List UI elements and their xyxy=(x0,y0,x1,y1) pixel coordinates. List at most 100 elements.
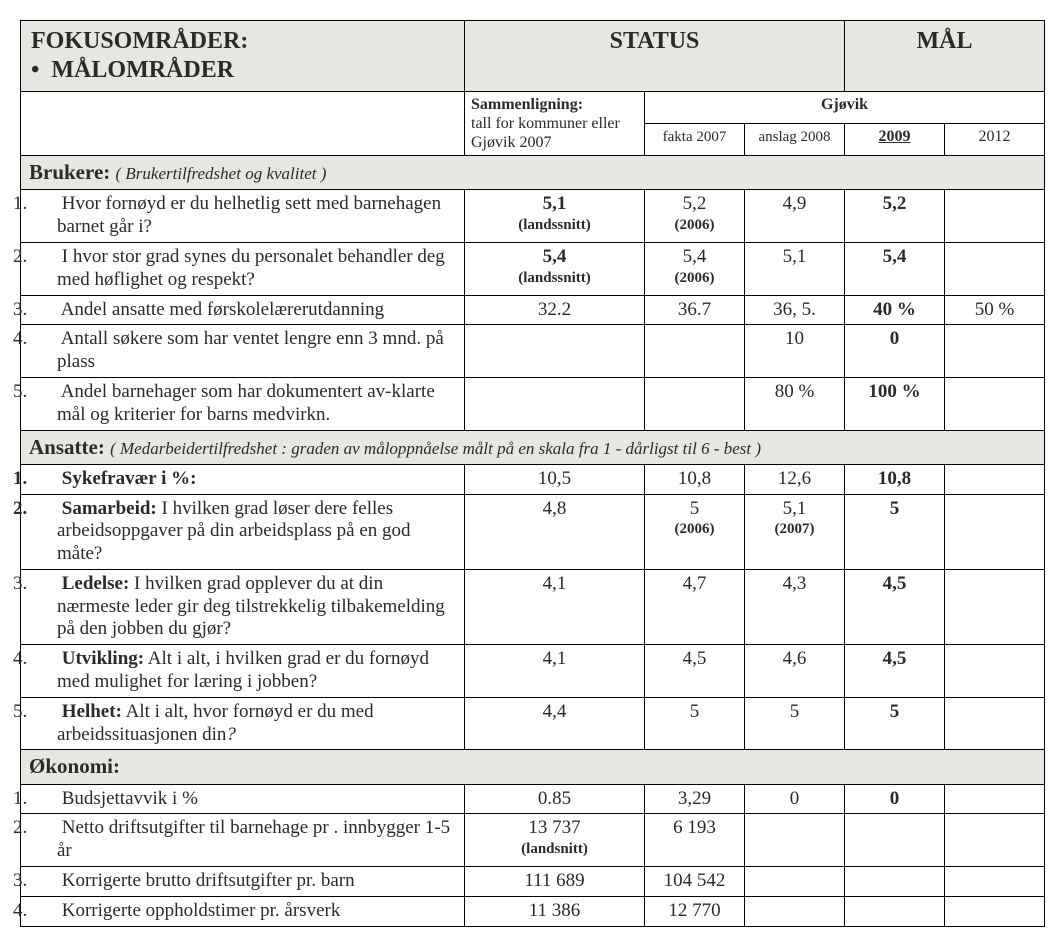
section-okonomi: Økonomi: xyxy=(21,750,1045,784)
row-label: 2. Samarbeid: I hvilken grad løser dere … xyxy=(21,494,465,569)
data-cell: 12 770 xyxy=(645,896,745,926)
data-cell xyxy=(945,325,1045,378)
data-cell xyxy=(945,867,1045,897)
data-cell xyxy=(945,697,1045,750)
row-label: 4. Utvikling: Alt i alt, i hvilken grad … xyxy=(21,645,465,698)
data-cell xyxy=(845,814,945,867)
data-cell: 5,4(landssnitt) xyxy=(465,242,645,295)
data-cell: 40 % xyxy=(845,295,945,325)
data-cell: 5,4 xyxy=(845,242,945,295)
row-label: 4. Korrigerte oppholdstimer pr. årsverk xyxy=(21,896,465,926)
data-cell xyxy=(465,377,645,430)
data-cell xyxy=(945,464,1045,494)
data-cell: 36, 5. xyxy=(745,295,845,325)
data-cell: 5,2 xyxy=(845,190,945,243)
header-focus-line1: FOKUSOMRÅDER: xyxy=(31,27,454,56)
data-cell xyxy=(945,494,1045,569)
data-cell xyxy=(845,867,945,897)
data-cell xyxy=(465,325,645,378)
data-cell xyxy=(845,896,945,926)
data-cell: 5,1(2007) xyxy=(745,494,845,569)
data-cell: 4,5 xyxy=(845,569,945,644)
data-cell xyxy=(645,325,745,378)
data-cell: 111 689 xyxy=(465,867,645,897)
header-gjovik: Gjøvik xyxy=(645,91,1045,123)
table-row: 1. Hvor fornøyd er du helhetlig sett med… xyxy=(21,190,1045,243)
data-cell: 4,8 xyxy=(465,494,645,569)
data-cell: 13 737(landsnitt) xyxy=(465,814,645,867)
section-ansatte: Ansatte: ( Medarbeidertilfredshet : grad… xyxy=(21,430,1045,464)
data-cell: 6 193 xyxy=(645,814,745,867)
data-cell: 32.2 xyxy=(465,295,645,325)
table-row: 4. Antall søkere som har ventet lengre e… xyxy=(21,325,1045,378)
row-label: 5. Andel barnehager som har dokumentert … xyxy=(21,377,465,430)
data-cell xyxy=(945,190,1045,243)
header-maal: MÅL xyxy=(845,21,1045,92)
col-2009: 2009 xyxy=(845,123,945,155)
data-cell: 5 xyxy=(845,697,945,750)
data-cell: 4,3 xyxy=(745,569,845,644)
data-cell: 0 xyxy=(845,784,945,814)
header-blank xyxy=(21,91,465,156)
data-cell xyxy=(945,242,1045,295)
data-cell: 4,9 xyxy=(745,190,845,243)
row-label: 4. Antall søkere som har ventet lengre e… xyxy=(21,325,465,378)
table-row: 5. Andel barnehager som har dokumentert … xyxy=(21,377,1045,430)
data-cell xyxy=(945,377,1045,430)
row-label: 1. Hvor fornøyd er du helhetlig sett med… xyxy=(21,190,465,243)
data-cell: 5(2006) xyxy=(645,494,745,569)
data-cell: 0.85 xyxy=(465,784,645,814)
section-brukere: Brukere: ( Brukertilfredshet og kvalitet… xyxy=(21,156,1045,190)
data-cell: 4,1 xyxy=(465,569,645,644)
row-label: 2. Netto driftsutgifter til barnehage pr… xyxy=(21,814,465,867)
data-cell: 4,6 xyxy=(745,645,845,698)
table-row: 3. Korrigerte brutto driftsutgifter pr. … xyxy=(21,867,1045,897)
row-label: 5. Helhet: Alt i alt, hvor fornøyd er du… xyxy=(21,697,465,750)
header-sammenligning: Sammenligning: tall for kommuner eller G… xyxy=(465,91,645,156)
table-row: 1. Sykefravær i %:10,510,812,610,8 xyxy=(21,464,1045,494)
scorecard-table: FOKUSOMRÅDER: • MÅLOMRÅDER STATUS MÅL Sa… xyxy=(20,20,1045,927)
table-row: 2. Samarbeid: I hvilken grad løser dere … xyxy=(21,494,1045,569)
data-cell: 10 xyxy=(745,325,845,378)
data-cell xyxy=(945,569,1045,644)
data-cell: 5 xyxy=(745,697,845,750)
data-cell: 4,4 xyxy=(465,697,645,750)
data-cell: 5,2(2006) xyxy=(645,190,745,243)
table-row: 2. I hvor stor grad synes du personalet … xyxy=(21,242,1045,295)
row-label: 2. I hvor stor grad synes du personalet … xyxy=(21,242,465,295)
row-label: 1. Sykefravær i %: xyxy=(21,464,465,494)
data-cell: 10,8 xyxy=(845,464,945,494)
data-cell xyxy=(645,377,745,430)
header-focus: FOKUSOMRÅDER: • MÅLOMRÅDER xyxy=(21,21,465,92)
table-row: 1. Budsjettavvik i %0.853,2900 xyxy=(21,784,1045,814)
table-row: 4. Korrigerte oppholdstimer pr. årsverk1… xyxy=(21,896,1045,926)
data-cell: 5 xyxy=(645,697,745,750)
data-cell: 80 % xyxy=(745,377,845,430)
data-cell: 11 386 xyxy=(465,896,645,926)
data-cell: 10,8 xyxy=(645,464,745,494)
table-row: 5. Helhet: Alt i alt, hvor fornøyd er du… xyxy=(21,697,1045,750)
header-status: STATUS xyxy=(465,21,845,92)
data-cell xyxy=(945,896,1045,926)
data-cell: 0 xyxy=(845,325,945,378)
data-cell: 3,29 xyxy=(645,784,745,814)
table-row: 3. Ledelse: I hvilken grad opplever du a… xyxy=(21,569,1045,644)
row-label: 3. Ledelse: I hvilken grad opplever du a… xyxy=(21,569,465,644)
data-cell: 5 xyxy=(845,494,945,569)
data-cell xyxy=(745,896,845,926)
col-anslag: anslag 2008 xyxy=(745,123,845,155)
data-cell: 10,5 xyxy=(465,464,645,494)
data-cell: 4,7 xyxy=(645,569,745,644)
data-cell: 12,6 xyxy=(745,464,845,494)
row-label: 1. Budsjettavvik i % xyxy=(21,784,465,814)
data-cell: 4,5 xyxy=(645,645,745,698)
data-cell xyxy=(945,645,1045,698)
data-cell: 5,1(landssnitt) xyxy=(465,190,645,243)
table-row: 2. Netto driftsutgifter til barnehage pr… xyxy=(21,814,1045,867)
data-cell xyxy=(745,867,845,897)
data-cell: 100 % xyxy=(845,377,945,430)
header-focus-line2: • MÅLOMRÅDER xyxy=(31,56,454,85)
data-cell: 0 xyxy=(745,784,845,814)
data-cell xyxy=(945,784,1045,814)
data-cell: 36.7 xyxy=(645,295,745,325)
